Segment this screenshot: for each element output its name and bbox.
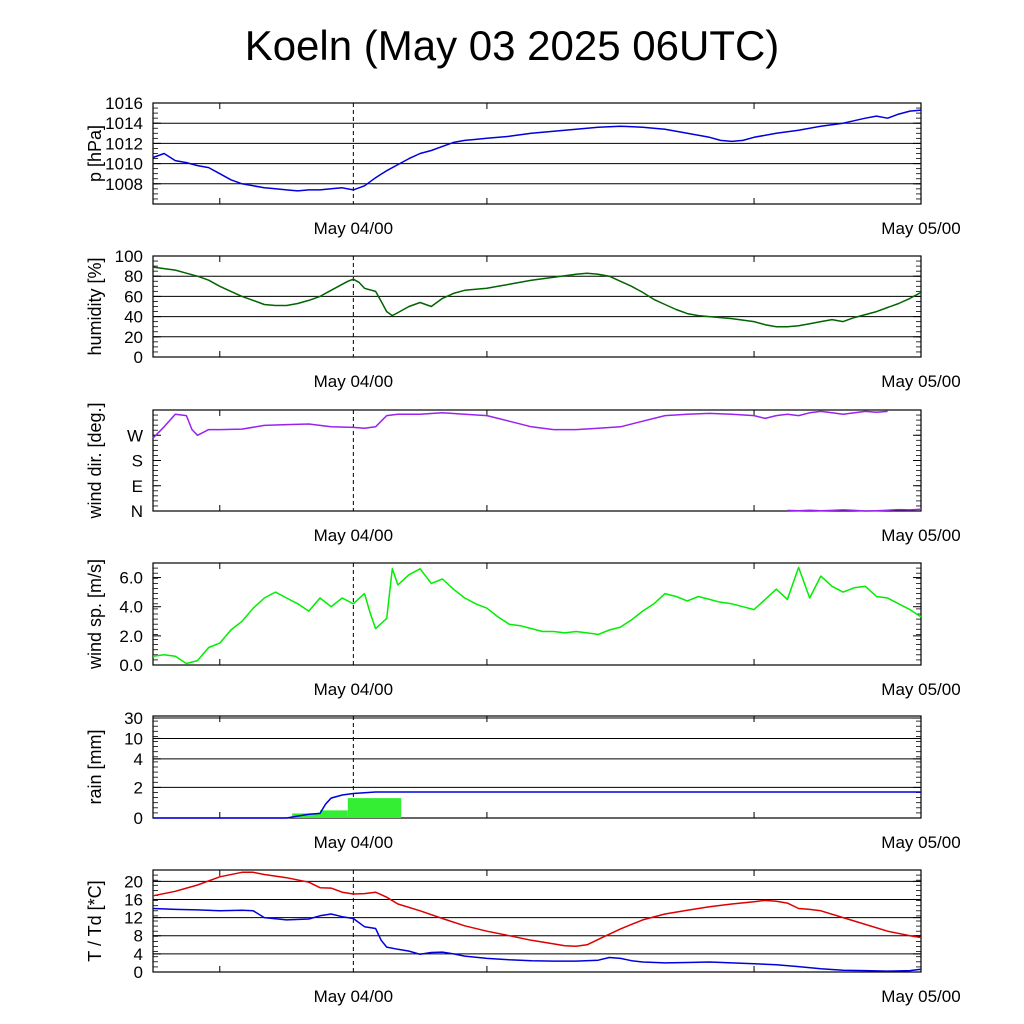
y-tick-label-humidity: 80 [124,267,143,286]
series-line-pressure-0-0 [152,109,922,192]
x-tick-label-pressure: May 04/00 [314,219,393,238]
x-tick-label-pressure: May 05/00 [881,219,960,238]
rain-accumulated-line [153,791,921,819]
y-axis-label-humidity: humidity [%] [85,257,105,355]
y-tick-label-humidity: 60 [124,287,143,306]
y-tick-label-humidity: 100 [115,247,143,266]
y-axis-label-rain: rain [mm] [85,729,105,804]
series-line-wind-direction-0-0 [152,410,888,439]
y-tick-label-wind-speed: 6.0 [119,569,143,588]
y-tick-label-rain: 2 [134,778,143,797]
y-axis-label-pressure: p [hPa] [85,125,105,182]
y-tick-label-pressure: 1012 [105,134,143,153]
plot-frame-temperature [152,869,922,973]
x-tick-label-wind-direction: May 05/00 [881,526,960,545]
y-tick-label-temperature: 12 [124,909,143,928]
y-tick-label-pressure: 1008 [105,175,143,194]
y-tick-label-wind-speed: 0.0 [119,656,143,675]
y-tick-label-pressure: 1016 [105,94,143,113]
y-tick-label-wind-direction: W [127,426,143,445]
y-axis-label-wind-direction: wind dir. [deg.] [85,402,105,519]
y-tick-label-humidity: 40 [124,308,143,327]
plot-frame-rain [152,715,922,819]
y-tick-label-rain: 4 [134,750,143,769]
series-line-wind-speed-0-0 [152,566,922,665]
y-tick-label-rain: 0 [134,809,143,828]
x-tick-label-rain: May 05/00 [881,833,960,852]
y-axis-label-wind-speed: wind sp. [m/s] [85,559,105,670]
series-line-temperature-0-0 [152,871,922,947]
y-tick-label-pressure: 1014 [105,114,143,133]
x-tick-label-humidity: May 05/00 [881,372,960,391]
rain-bar-0 [292,813,320,818]
x-tick-label-temperature: May 04/00 [314,987,393,1006]
y-tick-label-wind-speed: 4.0 [119,598,143,617]
y-tick-label-rain: 30 [124,709,143,728]
y-tick-label-wind-direction: E [132,477,143,496]
rain-bar-2 [347,798,402,818]
y-tick-label-temperature: 16 [124,890,143,909]
x-tick-label-temperature: May 05/00 [881,987,960,1006]
chart-title: Koeln (May 03 2025 06UTC) [244,22,780,69]
series-line-temperature-1-0 [152,907,922,972]
x-tick-label-humidity: May 04/00 [314,372,393,391]
series-line-wind-direction-0-1 [787,508,922,512]
y-tick-label-wind-direction: N [131,502,143,521]
x-tick-label-wind-direction: May 04/00 [314,526,393,545]
y-tick-label-temperature: 20 [124,872,143,891]
y-tick-label-temperature: 4 [134,945,143,964]
y-tick-label-rain: 10 [124,729,143,748]
x-tick-label-wind-speed: May 05/00 [881,680,960,699]
y-tick-label-pressure: 1010 [105,155,143,174]
y-tick-label-wind-speed: 2.0 [119,627,143,646]
x-tick-label-wind-speed: May 04/00 [314,680,393,699]
y-axis-label-temperature: T / Td [*C] [85,880,105,961]
y-tick-label-humidity: 0 [134,348,143,367]
y-tick-label-temperature: 8 [134,927,143,946]
y-tick-label-temperature: 0 [134,963,143,982]
x-tick-label-rain: May 04/00 [314,833,393,852]
rain-bar-1 [319,810,348,818]
y-tick-label-humidity: 20 [124,328,143,347]
y-tick-label-wind-direction: S [132,452,143,471]
plot-frame-wind-speed [152,562,922,666]
plot-frame-humidity [152,255,922,358]
series-line-humidity-0-0 [152,266,922,328]
